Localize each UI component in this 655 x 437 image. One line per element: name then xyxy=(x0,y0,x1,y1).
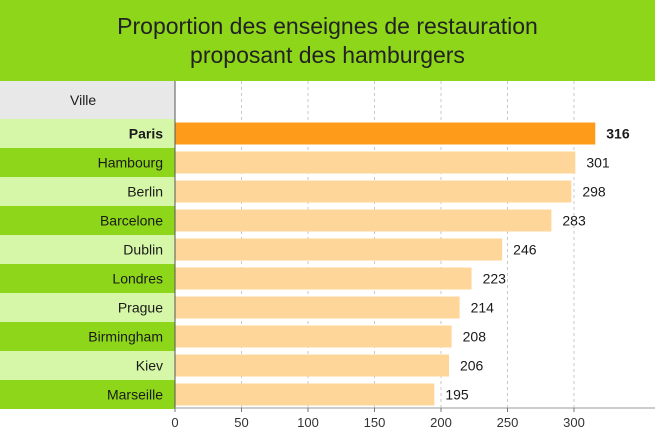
bar xyxy=(175,151,576,174)
category-label: Prague xyxy=(118,300,163,316)
data-label: 195 xyxy=(445,387,469,403)
row-label-bg xyxy=(0,235,175,264)
row-label-bg xyxy=(0,148,175,177)
category-label: Barcelone xyxy=(100,213,163,229)
bar xyxy=(175,383,435,406)
x-tick-label: 200 xyxy=(430,415,452,430)
row-label-bg xyxy=(0,264,175,293)
category-label: Dublin xyxy=(123,242,163,258)
row-label-bg xyxy=(0,380,175,409)
title-bar: Proportion des enseignes de restauration… xyxy=(0,0,655,81)
category-label: Birmingham xyxy=(88,329,163,345)
data-label: 298 xyxy=(582,184,606,200)
data-label: 316 xyxy=(606,126,630,142)
column-header-bg xyxy=(0,81,175,119)
row-label-bg xyxy=(0,119,175,148)
data-label: 246 xyxy=(513,242,537,258)
category-label: Hambourg xyxy=(98,155,163,171)
bar xyxy=(175,122,596,145)
column-header: Ville xyxy=(70,92,96,108)
x-tick-label: 50 xyxy=(234,415,248,430)
bar xyxy=(175,209,552,232)
x-tick-label: 300 xyxy=(563,415,585,430)
data-label: 301 xyxy=(586,155,610,171)
row-label-bg xyxy=(0,293,175,322)
category-label: Berlin xyxy=(127,184,163,200)
category-label: Kiev xyxy=(136,358,163,374)
data-label: 223 xyxy=(483,271,507,287)
category-label: Marseille xyxy=(107,387,163,403)
row-label-bg xyxy=(0,351,175,380)
data-label: 283 xyxy=(562,213,586,229)
row-label-bg xyxy=(0,206,175,235)
chart-title: Proportion des enseignes de restauration… xyxy=(117,12,538,68)
bar xyxy=(175,354,449,377)
row-label-bg xyxy=(0,177,175,206)
x-tick-label: 250 xyxy=(497,415,519,430)
bar xyxy=(175,238,503,261)
bar xyxy=(175,180,572,203)
data-label: 208 xyxy=(463,329,487,345)
bar xyxy=(175,325,452,348)
category-label: Londres xyxy=(112,271,163,287)
row-label-bg xyxy=(0,322,175,351)
data-label: 206 xyxy=(460,358,484,374)
bar xyxy=(175,267,472,290)
x-tick-label: 150 xyxy=(364,415,386,430)
category-label: Paris xyxy=(129,126,163,142)
x-tick-label: 100 xyxy=(297,415,319,430)
data-label: 214 xyxy=(471,300,495,316)
x-tick-label: 0 xyxy=(171,415,178,430)
bar xyxy=(175,296,460,319)
